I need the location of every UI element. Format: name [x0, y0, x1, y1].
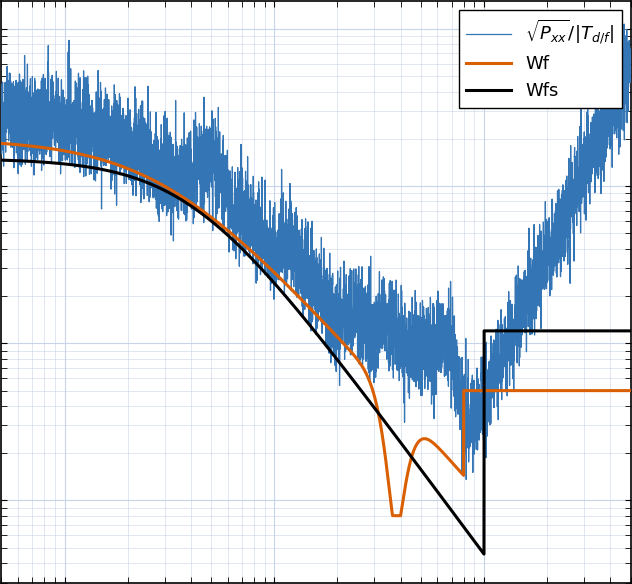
$\sqrt{P_{xx}}/|T_{d/f}|$: [464, 423, 471, 430]
$\sqrt{P_{xx}}/|T_{d/f}|$: [463, 476, 470, 483]
Wfs: [498, 328, 506, 335]
Wf: [464, 387, 471, 394]
$\sqrt{P_{xx}}/|T_{d/f}|$: [29, 109, 37, 116]
$\sqrt{P_{xx}}/|T_{d/f}|$: [226, 206, 233, 213]
Wfs: [29, 158, 37, 165]
$\sqrt{P_{xx}}/|T_{d/f}|$: [627, 53, 632, 60]
Wf: [226, 228, 233, 235]
Line: Wf: Wf: [1, 144, 631, 516]
Wfs: [627, 328, 632, 335]
Wfs: [480, 551, 488, 558]
$\sqrt{P_{xx}}/|T_{d/f}|$: [621, 20, 628, 27]
Wfs: [398, 440, 405, 447]
Line: $\sqrt{P_{xx}}/|T_{d/f}|$: $\sqrt{P_{xx}}/|T_{d/f}|$: [1, 24, 631, 479]
Wf: [389, 512, 396, 519]
Line: Wfs: Wfs: [1, 160, 631, 554]
Wf: [370, 390, 377, 397]
Legend: $\sqrt{P_{xx}}/|T_{d/f}|$, Wf, Wfs: $\sqrt{P_{xx}}/|T_{d/f}|$, Wf, Wfs: [459, 11, 622, 107]
Wf: [398, 508, 405, 515]
$\sqrt{P_{xx}}/|T_{d/f}|$: [370, 365, 377, 372]
Wf: [29, 142, 37, 150]
Wf: [627, 387, 632, 394]
$\sqrt{P_{xx}}/|T_{d/f}|$: [0, 88, 5, 95]
Wf: [498, 387, 506, 394]
Wfs: [370, 404, 377, 411]
Wfs: [226, 233, 233, 240]
Wfs: [464, 529, 471, 536]
Wf: [0, 140, 5, 147]
$\sqrt{P_{xx}}/|T_{d/f}|$: [498, 332, 506, 339]
Wfs: [0, 157, 5, 164]
$\sqrt{P_{xx}}/|T_{d/f}|$: [398, 321, 405, 328]
